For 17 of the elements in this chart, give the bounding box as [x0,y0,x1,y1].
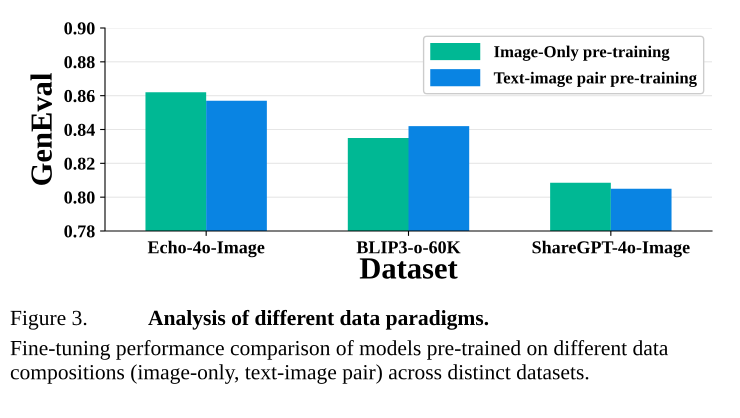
caption: Figure 3. [10,310,86,330]
x-tick-label: Echo-4o-Image [148,240,264,258]
y-axis-title: GenEval [30,73,52,185]
text: Analysis of different data paradigms. [148,310,488,330]
y-tick-label: 0.86 [64,90,95,102]
x-tick-label: ShareGPT-4o-Image [532,240,690,258]
y-tick-label: 0.88 [64,56,95,68]
x-axis-title: Dataset [360,258,458,279]
text: Fine-tuning performance comparison of models pre-trained on different data compositions (image-only, text-image pair) across distinct datasets. [10,340,668,384]
legend-label: Text-image pair pre-training [494,72,697,88]
x-tick-label: BLIP3-o-60K [356,241,461,254]
y-tick-label: 0.90 [64,22,95,35]
y-tick-label: 0.78 [64,225,95,238]
y-tick-label: 0.80 [64,191,95,204]
y-tick-label: 0.84 [64,124,95,136]
legend-label: Image-Only pre-training [494,46,670,61]
y-tick-label: 0.82 [64,158,94,170]
